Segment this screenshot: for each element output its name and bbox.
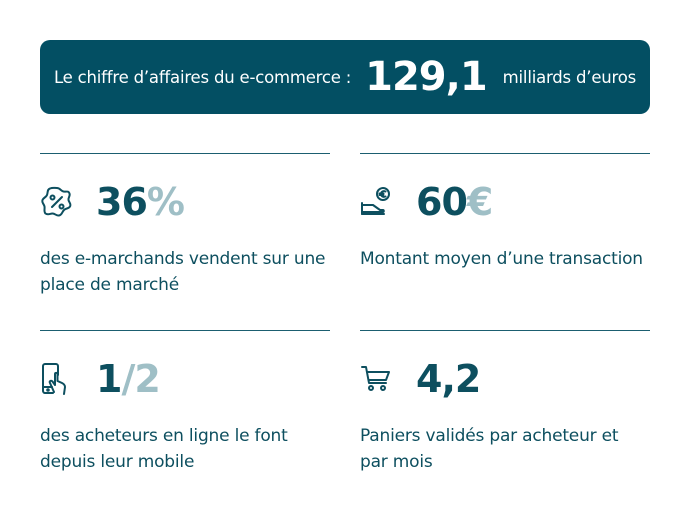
stat-value: 1/2 xyxy=(96,357,161,401)
divider xyxy=(40,153,330,154)
stat-description: des e-marchands vendent sur une place de… xyxy=(40,249,326,295)
mobile-hand-icon xyxy=(40,362,74,396)
stat-value: 60€ xyxy=(416,180,493,224)
stat-card-average-transaction: 60€ Montant moyen d’une transaction xyxy=(360,153,650,272)
stat-card-mobile-buyers: 1/2 des acheteurs en ligne le font depui… xyxy=(40,330,330,475)
stat-value: 36% xyxy=(96,180,185,224)
banner-value: 129,1 xyxy=(365,54,488,100)
stat-value: 4,2 xyxy=(416,357,481,401)
banner-label-after: milliards d’euros xyxy=(502,67,637,87)
stat-description: Montant moyen d’une transaction xyxy=(360,249,643,269)
percent-badge-icon xyxy=(40,185,74,219)
banner-label-before: Le chiffre d’affaires du e-commerce : xyxy=(53,67,352,87)
stat-card-carts: 4,2 Paniers validés par acheteur et par … xyxy=(360,330,650,475)
divider xyxy=(360,153,650,154)
stat-description: des acheteurs en ligne le font depuis le… xyxy=(40,426,288,472)
revenue-banner: Le chiffre d’affaires du e-commerce : 12… xyxy=(40,40,650,114)
divider xyxy=(40,330,330,331)
stat-card-marketplace: 36% des e-marchands vendent sur une plac… xyxy=(40,153,330,298)
shopping-cart-icon xyxy=(360,362,394,396)
stat-description: Paniers validés par acheteur et par mois xyxy=(360,426,619,472)
divider xyxy=(360,330,650,331)
hand-coin-euro-icon xyxy=(360,185,394,219)
